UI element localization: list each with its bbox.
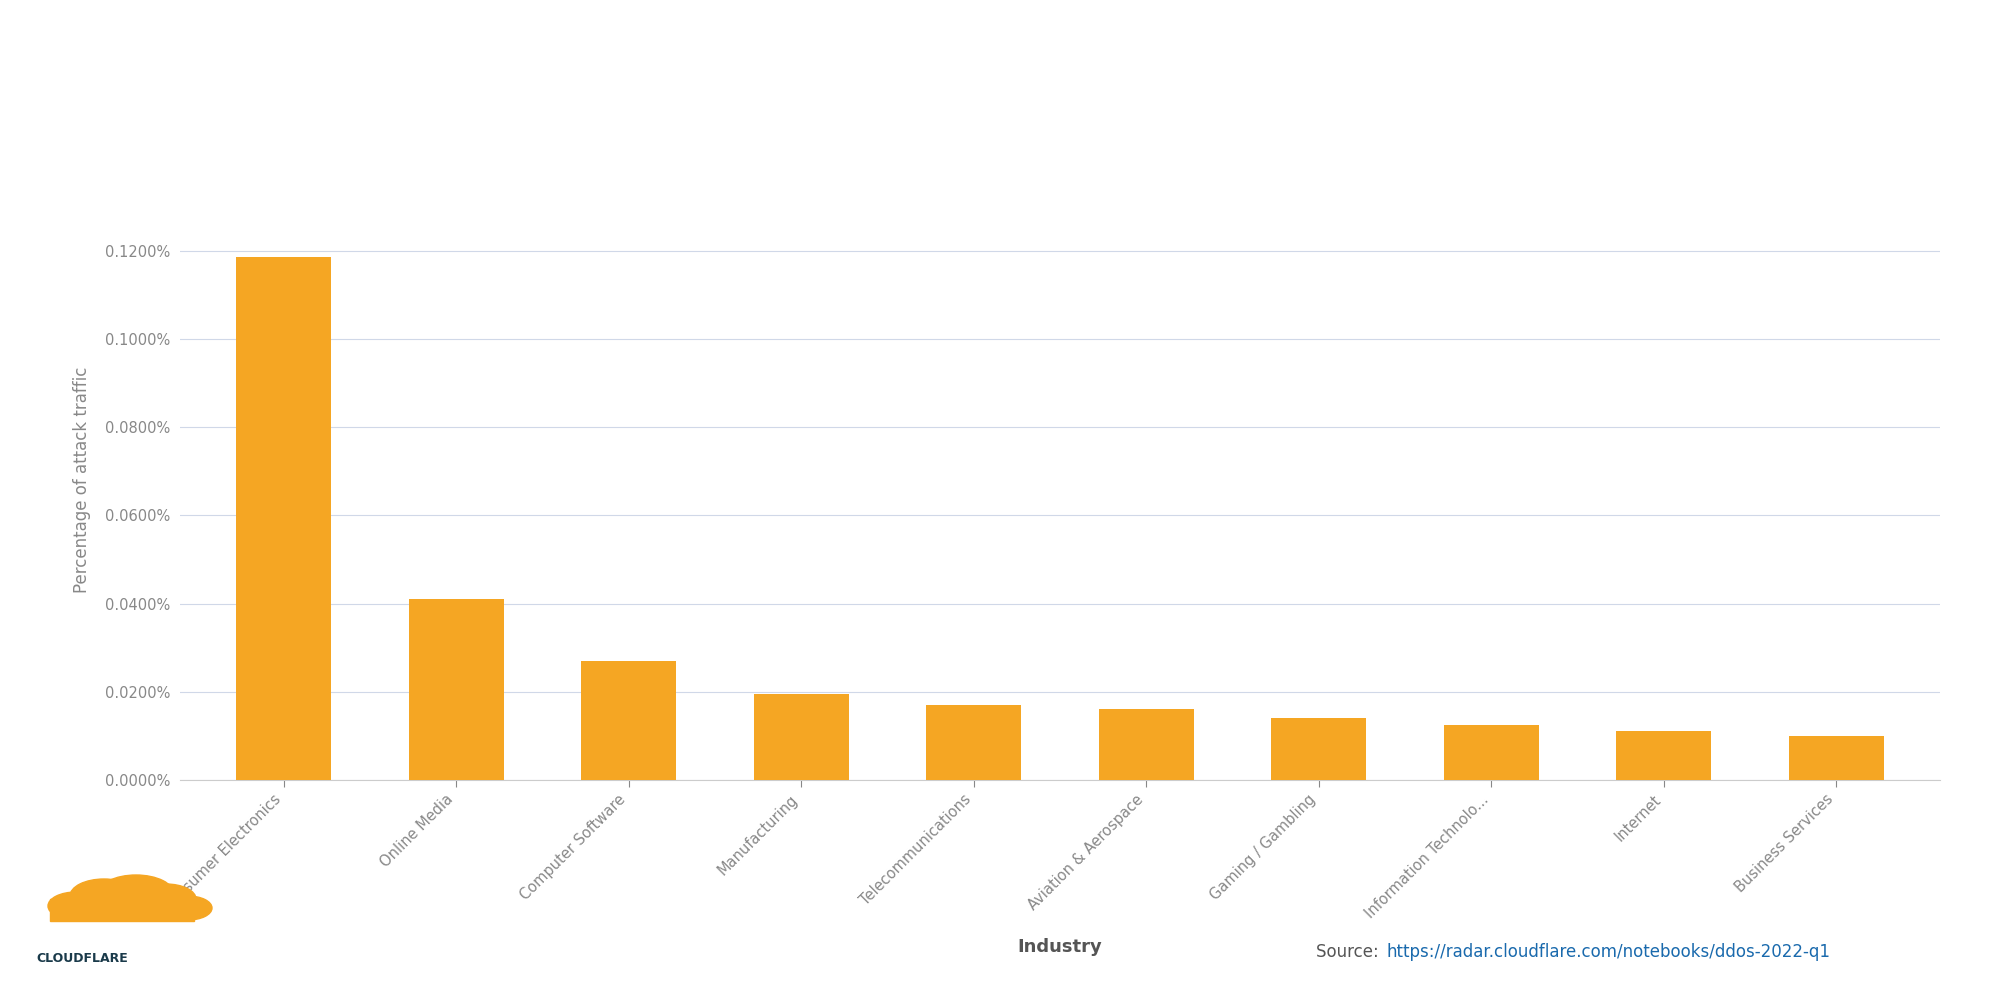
Bar — [236, 257, 330, 780]
Bar — [1790, 736, 1884, 780]
Text: Source:: Source: — [1316, 943, 1384, 961]
Circle shape — [48, 892, 104, 920]
Bar — [1444, 725, 1538, 780]
Circle shape — [136, 884, 196, 914]
Y-axis label: Percentage of attack traffic: Percentage of attack traffic — [74, 367, 92, 593]
Circle shape — [98, 875, 174, 913]
Bar — [926, 705, 1022, 780]
Text: CLOUDFLARE: CLOUDFLARE — [36, 952, 128, 964]
Bar — [1616, 731, 1712, 780]
Text: https://radar.cloudflare.com/notebooks/ddos-2022-q1: https://radar.cloudflare.com/notebooks/d… — [1386, 943, 1830, 961]
Bar — [1272, 718, 1366, 780]
Circle shape — [164, 896, 212, 920]
Bar — [408, 599, 504, 780]
X-axis label: Industry: Industry — [1018, 938, 1102, 956]
Bar — [1098, 709, 1194, 780]
Circle shape — [70, 879, 138, 913]
Text: Application-Layer DDoS Attacks - Distribution by industry: Application-Layer DDoS Attacks - Distrib… — [44, 58, 1036, 87]
Bar — [754, 694, 848, 780]
Bar — [582, 661, 676, 780]
Bar — [50, 899, 194, 921]
